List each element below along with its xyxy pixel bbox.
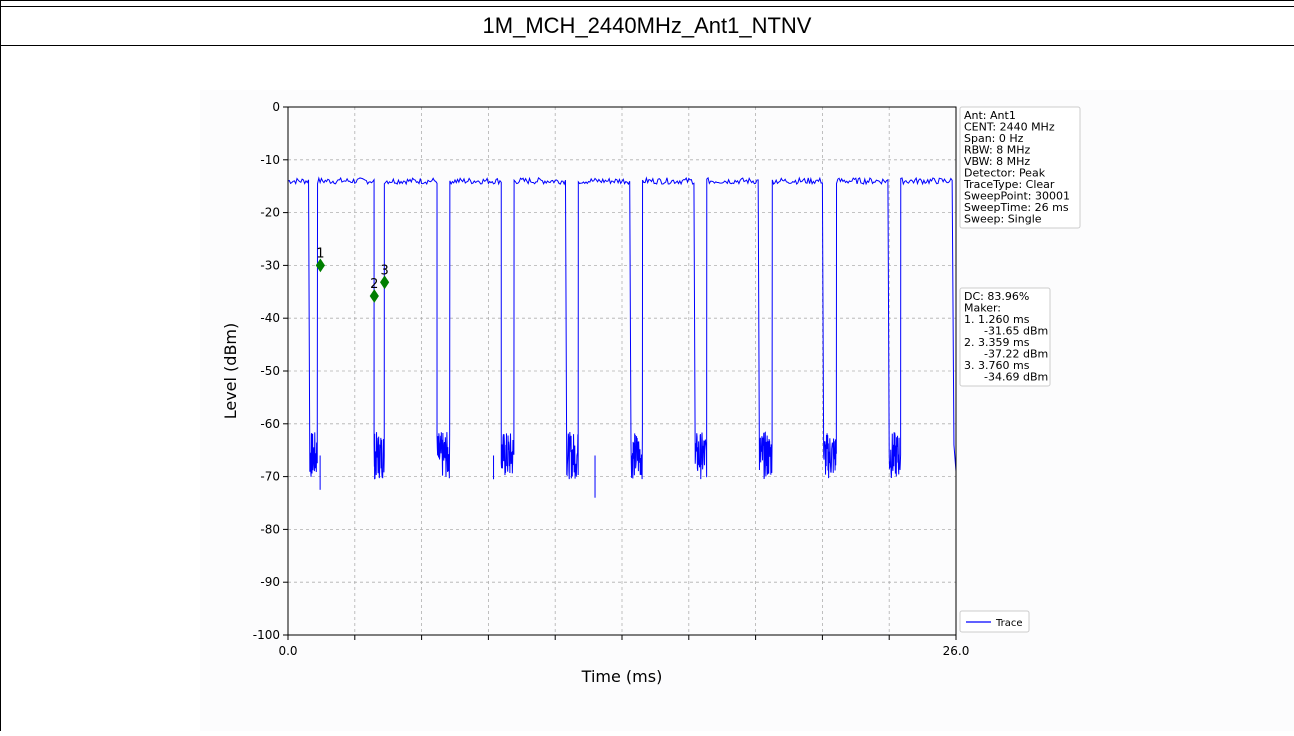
y-tick-label: -20 xyxy=(260,206,280,220)
x-tick-label: 0.0 xyxy=(278,644,297,658)
result-box-line: -31.65 dBm xyxy=(984,325,1048,338)
info-box-line: Sweep: Single xyxy=(964,213,1042,226)
info-box-line: RBW: 8 MHz xyxy=(964,144,1030,157)
result-box-line: DC: 83.96% xyxy=(964,290,1029,303)
result-box-line: -34.69 dBm xyxy=(984,371,1048,384)
title-top-border xyxy=(0,6,1294,7)
trace-line xyxy=(287,176,957,480)
marker-label: 1 xyxy=(316,246,324,261)
marker-1 xyxy=(315,258,325,273)
info-box-line: Detector: Peak xyxy=(964,167,1046,180)
marker-3 xyxy=(380,275,390,290)
result-box xyxy=(959,287,1051,387)
info-box-line: CENT: 2440 MHz xyxy=(964,121,1055,134)
y-tick-label: -40 xyxy=(260,311,280,325)
chart-title: 1M_MCH_2440MHz_Ant1_NTNV xyxy=(0,6,1294,46)
marker-label: 3 xyxy=(380,263,388,278)
y-axis-label: Level (dBm) xyxy=(221,323,240,420)
legend-label: Trace xyxy=(995,618,1023,629)
info-box-line: SweepTime: 26 ms xyxy=(964,201,1069,214)
x-axis-label: Time (ms) xyxy=(581,667,663,686)
result-box-line: -37.22 dBm xyxy=(984,348,1048,361)
x-tick-label: 26.0 xyxy=(943,644,970,658)
result-box-line: 2. 3.359 ms xyxy=(964,336,1030,349)
info-box xyxy=(959,106,1081,229)
y-tick-label: -10 xyxy=(260,153,280,167)
y-tick-label: -90 xyxy=(260,575,280,589)
y-tick-label: -70 xyxy=(260,470,280,484)
info-box-line: Ant: Ant1 xyxy=(964,109,1016,122)
y-tick-label: 0 xyxy=(272,100,280,114)
legend-box xyxy=(959,610,1030,633)
info-box-line: VBW: 8 MHz xyxy=(964,155,1030,168)
y-tick-label: -60 xyxy=(260,417,280,431)
y-tick-label: -80 xyxy=(260,522,280,536)
info-box-line: Span: 0 Hz xyxy=(964,132,1024,145)
y-tick-label: -50 xyxy=(260,364,280,378)
info-box-line: TraceType: Clear xyxy=(963,178,1055,191)
result-box-line: 1. 1.260 ms xyxy=(964,313,1030,326)
result-box-line: 3. 3.760 ms xyxy=(964,359,1030,372)
chart-svg: 0 -10 -20 -30 -40 -50 -60 -70 -80 -90 -100 0.0 26.0 T… xyxy=(221,100,1081,686)
result-box-line: Maker: xyxy=(964,302,1001,315)
info-box-line: SweepPoint: 30001 xyxy=(964,190,1070,203)
y-tick-label: -100 xyxy=(253,628,280,642)
marker-2 xyxy=(369,289,379,303)
y-tick-label: -30 xyxy=(260,258,280,272)
marker-label: 2 xyxy=(370,277,378,292)
plot-figure: 0 -10 -20 -30 -40 -50 -60 -70 -80 -90 -100 0.0 26.0 T… xyxy=(200,90,1294,731)
